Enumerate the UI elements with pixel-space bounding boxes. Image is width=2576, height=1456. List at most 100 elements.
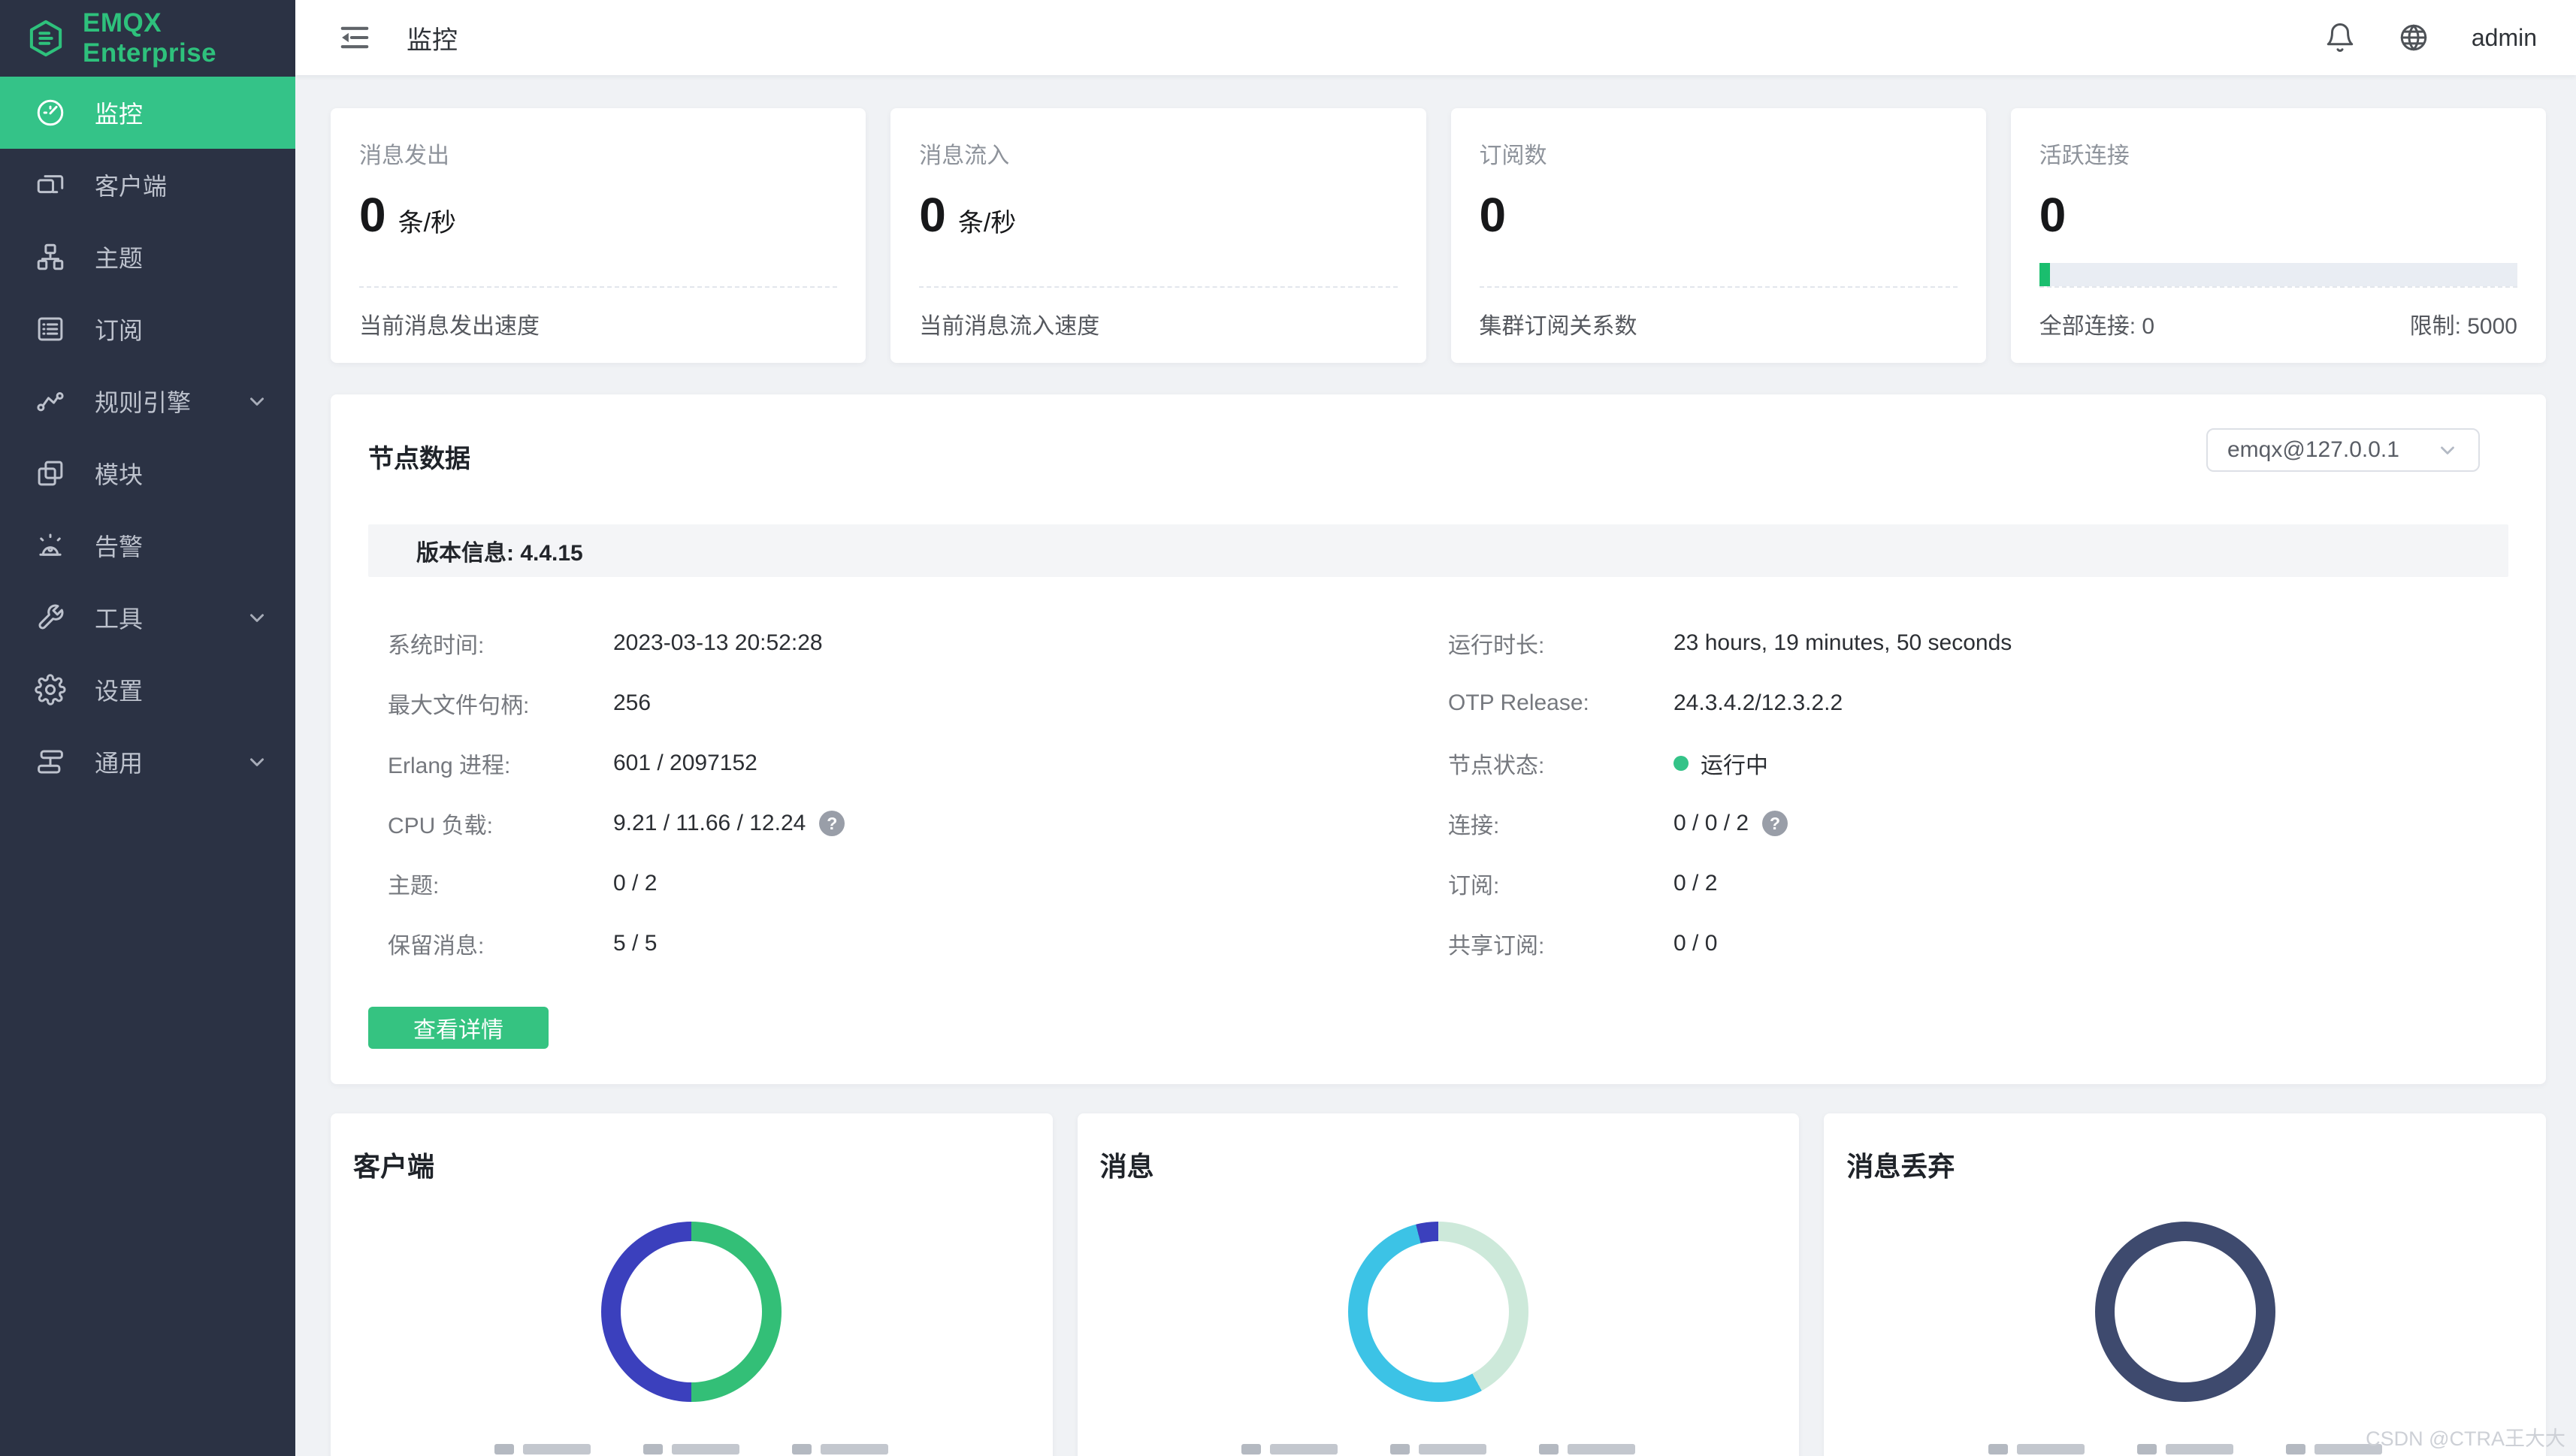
status-dot-running [1673, 756, 1689, 771]
kv-value: 0 / 0 / 2? [1673, 811, 1788, 836]
sidebar-item-wrench[interactable]: 工具 [0, 581, 295, 654]
kv-value: 运行中 [1673, 747, 1768, 780]
kv-row: 连接: 0 / 0 / 2? [1448, 793, 2508, 853]
node-select[interactable]: emqx@127.0.0.1 [2206, 428, 2480, 472]
sidebar-collapse-icon[interactable] [337, 20, 372, 55]
chevron-down-icon [246, 390, 268, 412]
stat-card-footer-right: 限制: 5000 [2409, 314, 2517, 339]
chart-card-title: 消息丢弃 [1846, 1151, 1955, 1182]
help-icon[interactable]: ? [1762, 811, 1788, 836]
kv-label: Erlang 进程: [388, 754, 511, 778]
layers-icon [35, 746, 66, 778]
stat-card-footer-left: 当前消息发出速度 [359, 314, 540, 339]
legend-cutoff [1824, 1444, 2546, 1454]
node-kv-left: 系统时间: 2023-03-13 20:52:28 最大文件句柄: 256 Erlang… [388, 613, 1448, 974]
sidebar-item-modules[interactable]: 模块 [0, 437, 295, 509]
notifications-bell-icon[interactable] [2324, 22, 2356, 53]
gauge-icon [35, 97, 66, 128]
kv-label: 节点状态: [1448, 754, 1545, 778]
stat-card-footer-left: 当前消息流入速度 [919, 314, 1100, 339]
kv-label: OTP Release: [1448, 690, 1589, 715]
kv-label: CPU 负载: [388, 814, 494, 838]
stat-card-value: 0 [919, 188, 946, 242]
language-globe-icon[interactable] [2398, 22, 2429, 53]
sitemap-icon [35, 241, 66, 273]
kv-label: 最大文件句柄: [388, 693, 530, 718]
kv-value-text: 256 [613, 690, 652, 715]
kv-value: 9.21 / 11.66 / 12.24? [613, 811, 845, 836]
logo-text: EMQX Enterprise [83, 8, 217, 68]
sidebar-item-alarm[interactable]: 告警 [0, 509, 295, 581]
sidebar-item-devices[interactable]: 客户端 [0, 149, 295, 221]
stat-card-value: 0 [359, 188, 386, 242]
sidebar-item-label: 通用 [95, 750, 144, 777]
kv-value-text: 23 hours, 19 minutes, 50 seconds [1673, 630, 2012, 655]
sidebar-item-label: 主题 [95, 245, 144, 272]
stat-card-0: 消息发出 0 条/秒 当前消息发出速度 [331, 108, 866, 363]
stat-card-footer: 当前消息发出速度 [359, 288, 837, 340]
donut-chart [601, 1222, 782, 1402]
chart-card-1: 消息 [1077, 1113, 1800, 1456]
breadcrumb: 监控 [407, 26, 458, 55]
node-kv-right: 运行时长: 23 hours, 19 minutes, 50 seconds OTP… [1448, 613, 2508, 974]
stat-card-title: 消息流入 [919, 143, 1010, 168]
kv-value-text: 5 / 5 [613, 931, 658, 956]
sidebar-item-label: 监控 [95, 101, 144, 128]
stat-card-footer: 当前消息流入速度 [919, 288, 1397, 340]
wrench-icon [35, 602, 66, 633]
stat-card-footer-left: 集群订阅关系数 [1479, 314, 1637, 339]
kv-value-text: 0 / 2 [1673, 871, 1718, 896]
kv-value-text: 2023-03-13 20:52:28 [613, 630, 823, 655]
sidebar-item-label: 设置 [95, 678, 144, 705]
kv-label: 订阅: [1448, 874, 1500, 899]
watermark: CSDN @CTRA王大大 [2366, 1427, 2565, 1450]
kv-value: 5 / 5 [613, 931, 657, 956]
chevron-down-icon [246, 751, 268, 773]
kv-value-text: 24.3.4.2/12.3.2.2 [1673, 690, 1843, 715]
stat-card-unit: 条/秒 [398, 209, 457, 237]
divider [919, 286, 1398, 288]
stat-card-title: 活跃连接 [2039, 143, 2130, 168]
kv-value-text: 0 / 0 [1673, 931, 1718, 956]
sidebar-menu: 监控客户端主题订阅 规则引擎 模块告警工具设置通用 [0, 77, 295, 798]
kv-label: 连接: [1448, 814, 1500, 838]
sidebar-item-gear[interactable]: 设置 [0, 654, 295, 726]
main-area: 监控 admin 消息发出 0 条/秒 当前消息发出速度 消息流入 0 条/秒 当前消息流入速… [295, 0, 2576, 1456]
stat-card-value-row: 0 [1480, 191, 1958, 239]
version-info-bar: 版本信息: 4.4.15 [368, 524, 2508, 577]
sidebar-item-layers[interactable]: 通用 [0, 726, 295, 798]
alarm-icon [35, 530, 66, 561]
list-icon [35, 313, 66, 345]
sidebar-item-label: 告警 [95, 533, 144, 560]
stat-card-footer: 全部连接: 0 限制: 5000 [2039, 288, 2517, 340]
divider [359, 286, 838, 288]
emqx-logo-icon [29, 20, 62, 57]
user-menu[interactable]: admin [2471, 23, 2537, 51]
stat-card-footer: 集群订阅关系数 [1480, 288, 1958, 340]
chart-card-2: 消息丢弃 [1824, 1113, 2547, 1456]
chart-card-0: 客户端 [331, 1113, 1053, 1456]
kv-row: Erlang 进程: 601 / 2097152 [388, 733, 1448, 793]
kv-value: 601 / 2097152 [613, 751, 757, 776]
node-data-panel: 节点数据 emqx@127.0.0.1 版本信息: 4.4.15 系统时间: 20… [331, 394, 2546, 1084]
sidebar-item-gauge[interactable]: 监控 [0, 77, 295, 149]
kv-label: 运行时长: [1448, 633, 1545, 658]
chart-card-title: 消息 [1099, 1151, 1154, 1182]
help-icon[interactable]: ? [819, 811, 845, 836]
chevron-down-icon [2436, 439, 2459, 461]
kv-row: CPU 负载: 9.21 / 11.66 / 12.24? [388, 793, 1448, 853]
sidebar-item-list[interactable]: 订阅 [0, 293, 295, 365]
kv-label: 保留消息: [388, 934, 485, 959]
devices-icon [35, 169, 66, 201]
kv-value-text: 运行中 [1701, 754, 1768, 778]
kv-value-text: 0 / 0 / 2 [1673, 811, 1749, 835]
connections-progress-fill [2039, 263, 2051, 286]
view-details-button[interactable]: 查看详情 [368, 1007, 549, 1049]
logo: EMQX Enterprise [0, 0, 295, 77]
sidebar: EMQX Enterprise 监控客户端主题订阅 规则引擎 模块告警工具设置通用 [0, 0, 295, 1456]
kv-label: 主题: [388, 874, 440, 899]
stat-card-title: 订阅数 [1479, 143, 1547, 168]
sidebar-item-flow[interactable]: 规则引擎 [0, 365, 295, 437]
sidebar-item-sitemap[interactable]: 主题 [0, 221, 295, 293]
